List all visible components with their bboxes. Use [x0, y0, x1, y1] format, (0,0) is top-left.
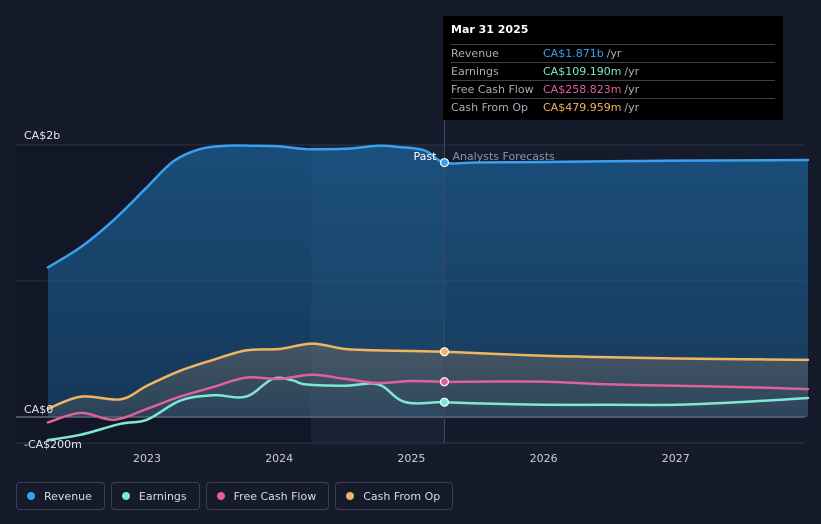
- past-label: Past: [414, 150, 438, 163]
- tooltip-markers: [439, 157, 450, 407]
- legend-label: Revenue: [44, 489, 92, 503]
- legend-label: Cash From Op: [363, 489, 441, 503]
- tooltip-row-earnings: Earnings CA$109.190m /yr: [451, 62, 775, 80]
- legend-dot-icon: [27, 492, 35, 500]
- series-line-cash-from-op: [46, 342, 810, 411]
- area-fills: [47, 145, 808, 417]
- tooltip-unit: /yr: [606, 47, 622, 60]
- x-tick-label: 2023: [133, 452, 161, 465]
- legend-dot-icon: [121, 492, 130, 500]
- tooltip-value: CA$479.959m: [543, 101, 622, 114]
- tooltip-name: Earnings: [451, 65, 499, 78]
- data-point-marker: [439, 347, 450, 357]
- y-tick-label: CA$2b: [24, 129, 60, 142]
- x-tick-label: 2024: [265, 452, 293, 465]
- x-axis-labels: 2023 2024 2025 2026 2027: [133, 452, 690, 465]
- y-tick-label: CA$0: [24, 403, 53, 416]
- tooltip-row-cash-from-op: Cash From Op CA$479.959m /yr: [451, 98, 775, 116]
- series-line-free-cash-flow: [46, 373, 810, 424]
- tooltip-value: CA$258.823m: [543, 83, 622, 96]
- tooltip-row-free-cash-flow: Free Cash Flow CA$258.823m /yr: [451, 80, 775, 98]
- tooltip-unit: /yr: [624, 83, 640, 96]
- data-point-marker: [439, 397, 450, 407]
- tooltip-name: Cash From Op: [451, 101, 529, 114]
- legend: Revenue Earnings Free Cash Flow Cash Fro…: [16, 482, 454, 510]
- legend-label: Free Cash Flow: [233, 489, 317, 503]
- series-line-earnings: [46, 376, 810, 442]
- area-revenue: [47, 145, 808, 417]
- tooltip-unit: /yr: [624, 65, 640, 78]
- legend-item-revenue[interactable]: Revenue: [16, 482, 105, 510]
- y-axis-labels: CA$2b CA$0 -CA$200m: [24, 129, 82, 451]
- legend-item-cash-from-op[interactable]: Cash From Op: [335, 482, 454, 510]
- tooltip-unit: /yr: [624, 101, 640, 114]
- legend-item-free-cash-flow[interactable]: Free Cash Flow: [205, 482, 330, 510]
- tooltip-value: CA$1.871b: [543, 47, 604, 60]
- series-line-revenue: [46, 144, 810, 269]
- forecast-label: Analysts Forecasts: [452, 150, 555, 163]
- series-lines: [46, 144, 810, 442]
- data-point-marker: [439, 157, 450, 168]
- tooltip-date: Mar 31 2025: [451, 23, 529, 36]
- x-tick-label: 2025: [397, 452, 425, 465]
- tooltip-name: Revenue: [451, 47, 499, 60]
- data-point-marker: [439, 377, 450, 387]
- tooltip-name: Free Cash Flow: [451, 83, 534, 96]
- legend-dot-icon: [216, 492, 225, 500]
- y-tick-label: -CA$200m: [24, 438, 82, 451]
- tooltip-panel: Mar 31 2025 Revenue CA$1.871b /yr Earnin…: [443, 16, 783, 120]
- legend-dot-icon: [346, 492, 355, 500]
- legend-item-earnings[interactable]: Earnings: [110, 482, 200, 510]
- tooltip-value: CA$109.190m: [543, 65, 622, 78]
- legend-label: Earnings: [138, 489, 187, 503]
- x-tick-label: 2027: [662, 452, 690, 465]
- x-tick-label: 2026: [530, 452, 558, 465]
- tooltip-row-revenue: Revenue CA$1.871b /yr: [451, 44, 775, 62]
